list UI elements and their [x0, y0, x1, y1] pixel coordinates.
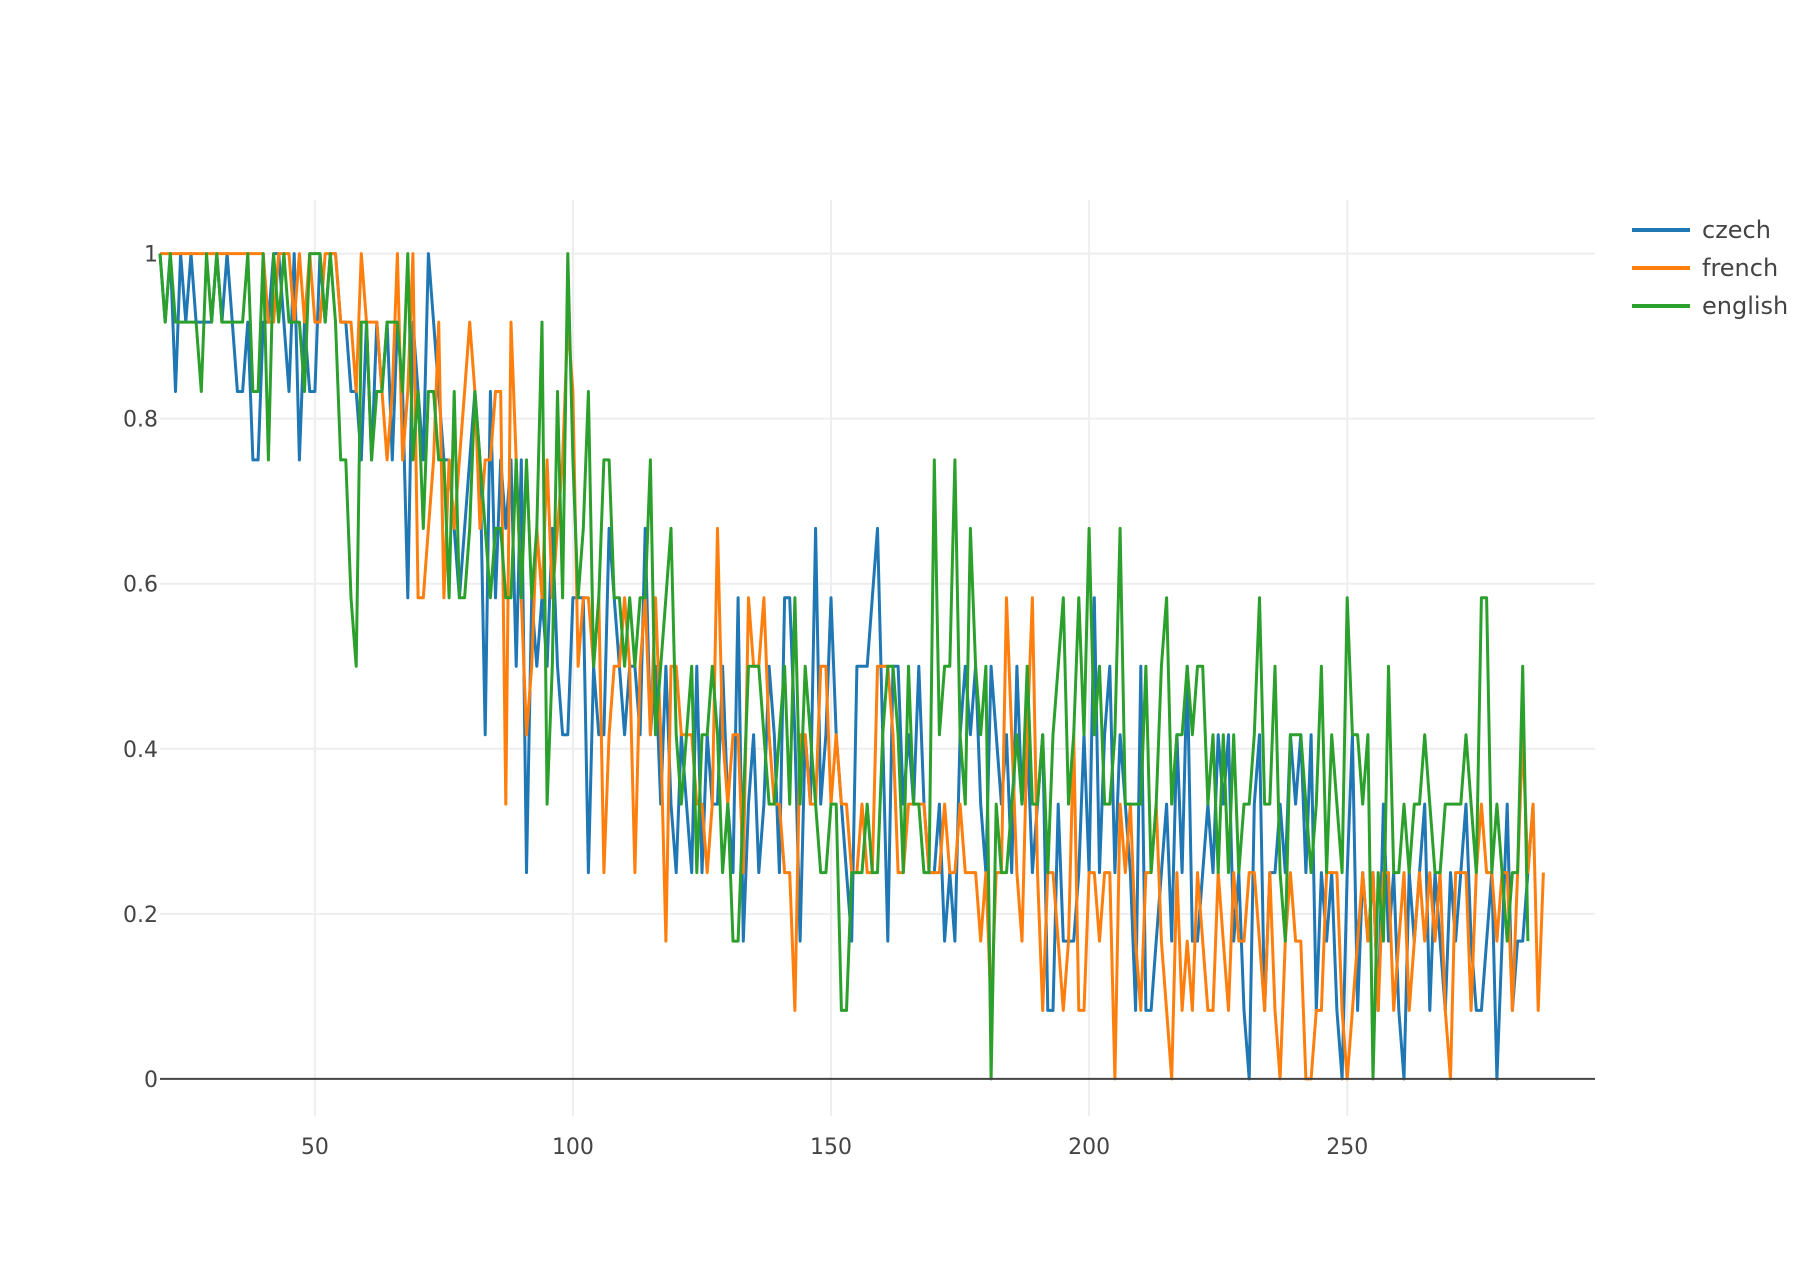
series-line-czech	[158, 252, 1535, 1081]
x-tick-label: 250	[1326, 1135, 1368, 1160]
legend-label: french	[1702, 254, 1778, 282]
series-layer	[158, 252, 1545, 1081]
y-tick-label: 0.8	[123, 408, 158, 433]
y-tick-label: 0.4	[123, 738, 158, 763]
x-tick-label: 200	[1068, 1135, 1110, 1160]
y-tick-label: 1	[144, 243, 158, 268]
x-tick-label: 150	[810, 1135, 852, 1160]
axis-layer: 50 100 150 200 250 0 0.2 0.4 0.6 0.8 1	[123, 243, 1595, 1160]
legend-label: czech	[1702, 216, 1771, 244]
series-line-english	[158, 252, 1530, 1081]
x-tick-label: 100	[552, 1135, 594, 1160]
legend-item-english[interactable]: english	[1632, 292, 1788, 320]
legend[interactable]: czech french english	[1632, 216, 1788, 320]
y-tick-label: 0	[144, 1068, 158, 1093]
legend-label: english	[1702, 292, 1788, 320]
legend-item-french[interactable]: french	[1632, 254, 1778, 282]
y-tick-label: 0.2	[123, 903, 158, 928]
x-tick-label: 50	[301, 1135, 329, 1160]
legend-item-czech[interactable]: czech	[1632, 216, 1771, 244]
y-tick-label: 0.6	[123, 573, 158, 598]
